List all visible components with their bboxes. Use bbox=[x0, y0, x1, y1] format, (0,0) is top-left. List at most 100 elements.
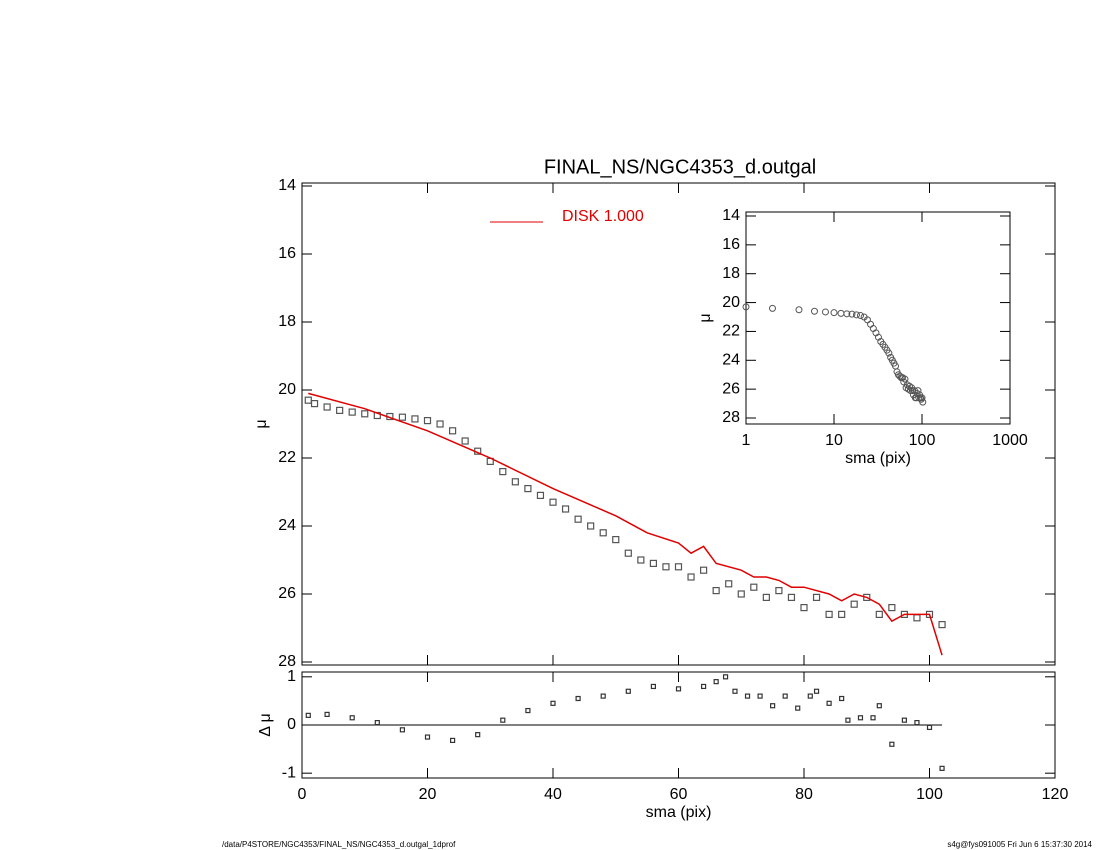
y-axis-label: Δ μ bbox=[257, 713, 274, 736]
inset-background bbox=[746, 212, 1010, 424]
y-tick-label: 26 bbox=[722, 380, 740, 397]
data-point bbox=[323, 403, 331, 411]
residual-point bbox=[901, 717, 908, 723]
data-point bbox=[875, 610, 883, 619]
inset-point bbox=[852, 311, 860, 319]
data-point bbox=[587, 522, 595, 530]
residual-point bbox=[575, 695, 581, 702]
model-line bbox=[308, 392, 943, 656]
data-point bbox=[423, 417, 432, 425]
residual-point bbox=[744, 693, 751, 699]
inset-point bbox=[768, 304, 776, 312]
data-point bbox=[336, 406, 344, 414]
x-tick-label: 100 bbox=[916, 786, 943, 803]
data-point bbox=[775, 586, 783, 595]
y-tick-label: 0 bbox=[287, 716, 296, 733]
data-point bbox=[725, 580, 733, 588]
y-tick-label: 18 bbox=[278, 313, 296, 330]
residual-point bbox=[889, 741, 895, 747]
residual-point bbox=[722, 674, 729, 680]
residual-point bbox=[324, 711, 330, 718]
y-tick-label: 16 bbox=[278, 245, 296, 262]
residual-point bbox=[757, 693, 763, 699]
residual-point bbox=[939, 765, 945, 771]
data-point bbox=[863, 593, 871, 602]
inset-point bbox=[848, 310, 856, 318]
data-point bbox=[762, 593, 770, 602]
data-point bbox=[699, 566, 708, 574]
residual-point bbox=[782, 693, 788, 699]
data-point bbox=[800, 603, 808, 612]
footer-left: /data/P4STORE/NGC4353/FINAL_NS/NGC4353_d… bbox=[222, 840, 456, 849]
y-tick-label: 1 bbox=[287, 668, 296, 685]
y-tick-label: 20 bbox=[278, 381, 296, 398]
y-tick-label: 16 bbox=[722, 236, 740, 253]
x-tick-label: 1000 bbox=[992, 432, 1028, 449]
y-axis-label: μ bbox=[253, 419, 270, 428]
data-point bbox=[624, 549, 632, 557]
data-point bbox=[549, 498, 557, 506]
legend-label: DISK 1.000 bbox=[562, 208, 644, 225]
data-point bbox=[737, 590, 745, 598]
data-point bbox=[436, 420, 444, 428]
data-point bbox=[888, 603, 896, 612]
residual-point bbox=[349, 715, 355, 721]
data-point bbox=[637, 556, 645, 564]
residual-point bbox=[713, 679, 719, 685]
x-tick-label: 80 bbox=[795, 786, 813, 803]
residual-point bbox=[914, 719, 920, 726]
residual-point bbox=[374, 719, 380, 726]
y-tick-label: 22 bbox=[722, 323, 740, 340]
data-point bbox=[449, 427, 457, 435]
y-tick-label: 24 bbox=[278, 517, 296, 534]
residual-point bbox=[675, 686, 682, 692]
residual-point bbox=[700, 683, 707, 690]
y-tick-label: 22 bbox=[278, 449, 296, 466]
data-point bbox=[825, 610, 833, 619]
residual-point bbox=[424, 734, 431, 740]
residual-point bbox=[870, 715, 876, 721]
y-tick-label: 18 bbox=[722, 265, 740, 282]
inset-point bbox=[914, 387, 922, 395]
y-tick-label: 24 bbox=[722, 352, 740, 369]
residual-point bbox=[845, 717, 851, 723]
residual-point bbox=[732, 688, 738, 694]
data-point bbox=[599, 529, 607, 537]
x-tick-label: 120 bbox=[1042, 786, 1069, 803]
data-point bbox=[398, 413, 406, 421]
x-tick-label: 1 bbox=[742, 432, 751, 449]
residual-point bbox=[500, 717, 506, 723]
residual-point bbox=[770, 703, 776, 709]
residual-point bbox=[399, 727, 405, 733]
y-tick-label: 14 bbox=[722, 207, 740, 224]
data-point bbox=[838, 610, 846, 619]
y-tick-label: 28 bbox=[722, 409, 740, 426]
data-point bbox=[499, 468, 507, 476]
data-point bbox=[938, 620, 946, 629]
residual-point bbox=[625, 688, 631, 694]
plot-frame bbox=[745, 211, 1011, 425]
data-point bbox=[750, 583, 758, 591]
residual-point bbox=[550, 700, 556, 706]
chart-title: FINAL_NS/NGC4353_d.outgal bbox=[544, 156, 816, 178]
data-point bbox=[687, 573, 695, 581]
inset-point bbox=[821, 308, 829, 316]
residual-point bbox=[600, 693, 606, 699]
x-axis-label: sma (pix) bbox=[646, 804, 712, 821]
data-point bbox=[361, 410, 369, 418]
data-point bbox=[574, 515, 582, 523]
x-tick-label: 10 bbox=[825, 432, 843, 449]
inset-point bbox=[919, 398, 927, 406]
x-tick-label: 40 bbox=[544, 786, 562, 803]
residual-point bbox=[305, 712, 311, 718]
inset-point bbox=[901, 375, 909, 383]
footer-right: s4g@fys091005 Fri Jun 6 15:37:30 2014 bbox=[947, 840, 1092, 849]
inset-point bbox=[795, 306, 803, 314]
data-point bbox=[348, 408, 356, 416]
residual-point bbox=[876, 703, 882, 709]
data-point bbox=[511, 478, 519, 486]
data-point bbox=[850, 600, 858, 608]
residual-point bbox=[650, 683, 657, 690]
